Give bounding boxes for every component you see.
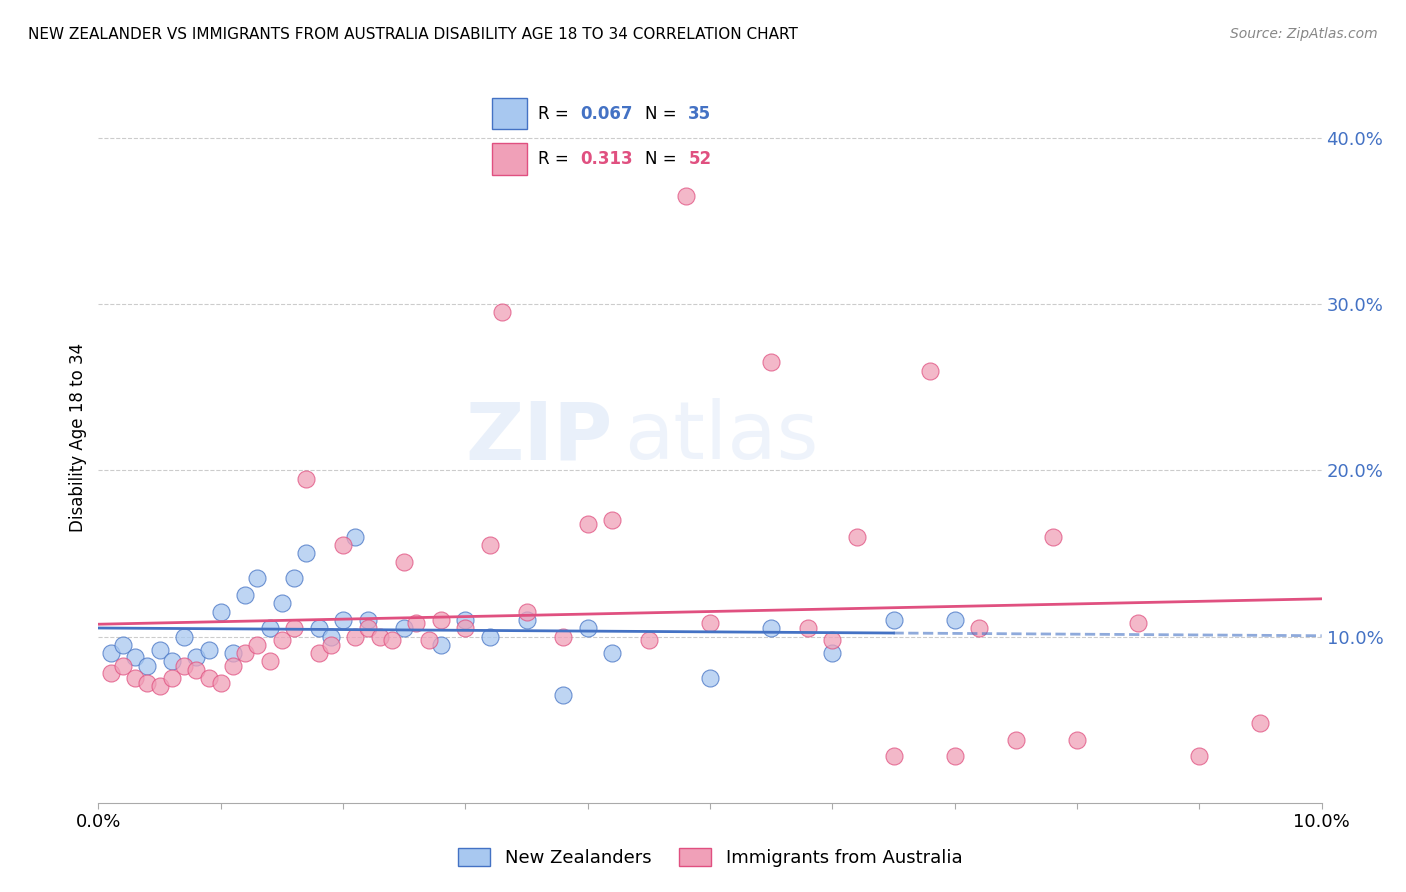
Point — [124, 649, 146, 664]
Point — [430, 638, 453, 652]
Point — [821, 632, 844, 647]
Point — [699, 616, 721, 631]
Point — [173, 659, 195, 673]
Point — [516, 613, 538, 627]
Point — [797, 621, 820, 635]
Point — [491, 305, 513, 319]
Point — [186, 663, 208, 677]
Point — [332, 613, 354, 627]
Point — [943, 613, 966, 627]
Point — [381, 632, 404, 647]
Point — [759, 621, 782, 635]
Point — [553, 688, 575, 702]
Point — [233, 646, 256, 660]
Point — [111, 659, 134, 673]
Point — [699, 671, 721, 685]
Legend: New Zealanders, Immigrants from Australia: New Zealanders, Immigrants from Australi… — [451, 840, 969, 874]
Point — [209, 676, 232, 690]
Point — [1188, 749, 1211, 764]
Point — [1249, 716, 1271, 731]
Point — [283, 571, 305, 585]
Point — [149, 680, 172, 694]
Point — [136, 659, 159, 673]
Point — [259, 655, 281, 669]
Point — [319, 630, 342, 644]
Point — [845, 530, 868, 544]
Point — [600, 513, 623, 527]
Point — [967, 621, 990, 635]
Point — [246, 571, 269, 585]
Point — [418, 632, 440, 647]
Point — [392, 621, 416, 635]
Point — [233, 588, 256, 602]
Text: Source: ZipAtlas.com: Source: ZipAtlas.com — [1230, 27, 1378, 41]
Point — [920, 363, 942, 377]
Point — [270, 632, 292, 647]
Point — [295, 472, 318, 486]
Point — [344, 530, 367, 544]
Text: atlas: atlas — [624, 398, 818, 476]
Point — [160, 671, 183, 685]
Point — [943, 749, 966, 764]
Point — [295, 546, 318, 560]
Point — [100, 666, 122, 681]
Point — [576, 621, 599, 635]
Point — [1004, 732, 1026, 747]
Point — [883, 613, 905, 627]
Point — [368, 630, 391, 644]
Point — [1042, 530, 1064, 544]
Point — [111, 638, 134, 652]
Point — [222, 646, 245, 660]
Point — [259, 621, 281, 635]
Point — [356, 621, 378, 635]
Point — [600, 646, 623, 660]
Point — [356, 613, 378, 627]
Point — [100, 646, 122, 660]
Point — [405, 616, 427, 631]
Point — [246, 638, 269, 652]
Point — [1066, 732, 1088, 747]
Point — [197, 643, 219, 657]
Point — [478, 630, 501, 644]
Text: NEW ZEALANDER VS IMMIGRANTS FROM AUSTRALIA DISABILITY AGE 18 TO 34 CORRELATION C: NEW ZEALANDER VS IMMIGRANTS FROM AUSTRAL… — [28, 27, 799, 42]
Point — [576, 516, 599, 531]
Text: ZIP: ZIP — [465, 398, 612, 476]
Point — [454, 621, 477, 635]
Point — [516, 605, 538, 619]
Point — [173, 630, 195, 644]
Point — [136, 676, 159, 690]
Point — [478, 538, 501, 552]
Point — [308, 621, 330, 635]
Point — [332, 538, 354, 552]
Point — [454, 613, 477, 627]
Point — [675, 189, 697, 203]
Y-axis label: Disability Age 18 to 34: Disability Age 18 to 34 — [69, 343, 87, 532]
Point — [319, 638, 342, 652]
Point — [392, 555, 416, 569]
Point — [124, 671, 146, 685]
Point — [553, 630, 575, 644]
Point — [160, 655, 183, 669]
Point — [637, 632, 661, 647]
Point — [430, 613, 453, 627]
Point — [308, 646, 330, 660]
Point — [209, 605, 232, 619]
Point — [1128, 616, 1150, 631]
Point — [197, 671, 219, 685]
Point — [821, 646, 844, 660]
Point — [344, 630, 367, 644]
Point — [222, 659, 245, 673]
Point — [283, 621, 305, 635]
Point — [759, 355, 782, 369]
Point — [186, 649, 208, 664]
Point — [149, 643, 172, 657]
Point — [270, 596, 292, 610]
Point — [883, 749, 905, 764]
